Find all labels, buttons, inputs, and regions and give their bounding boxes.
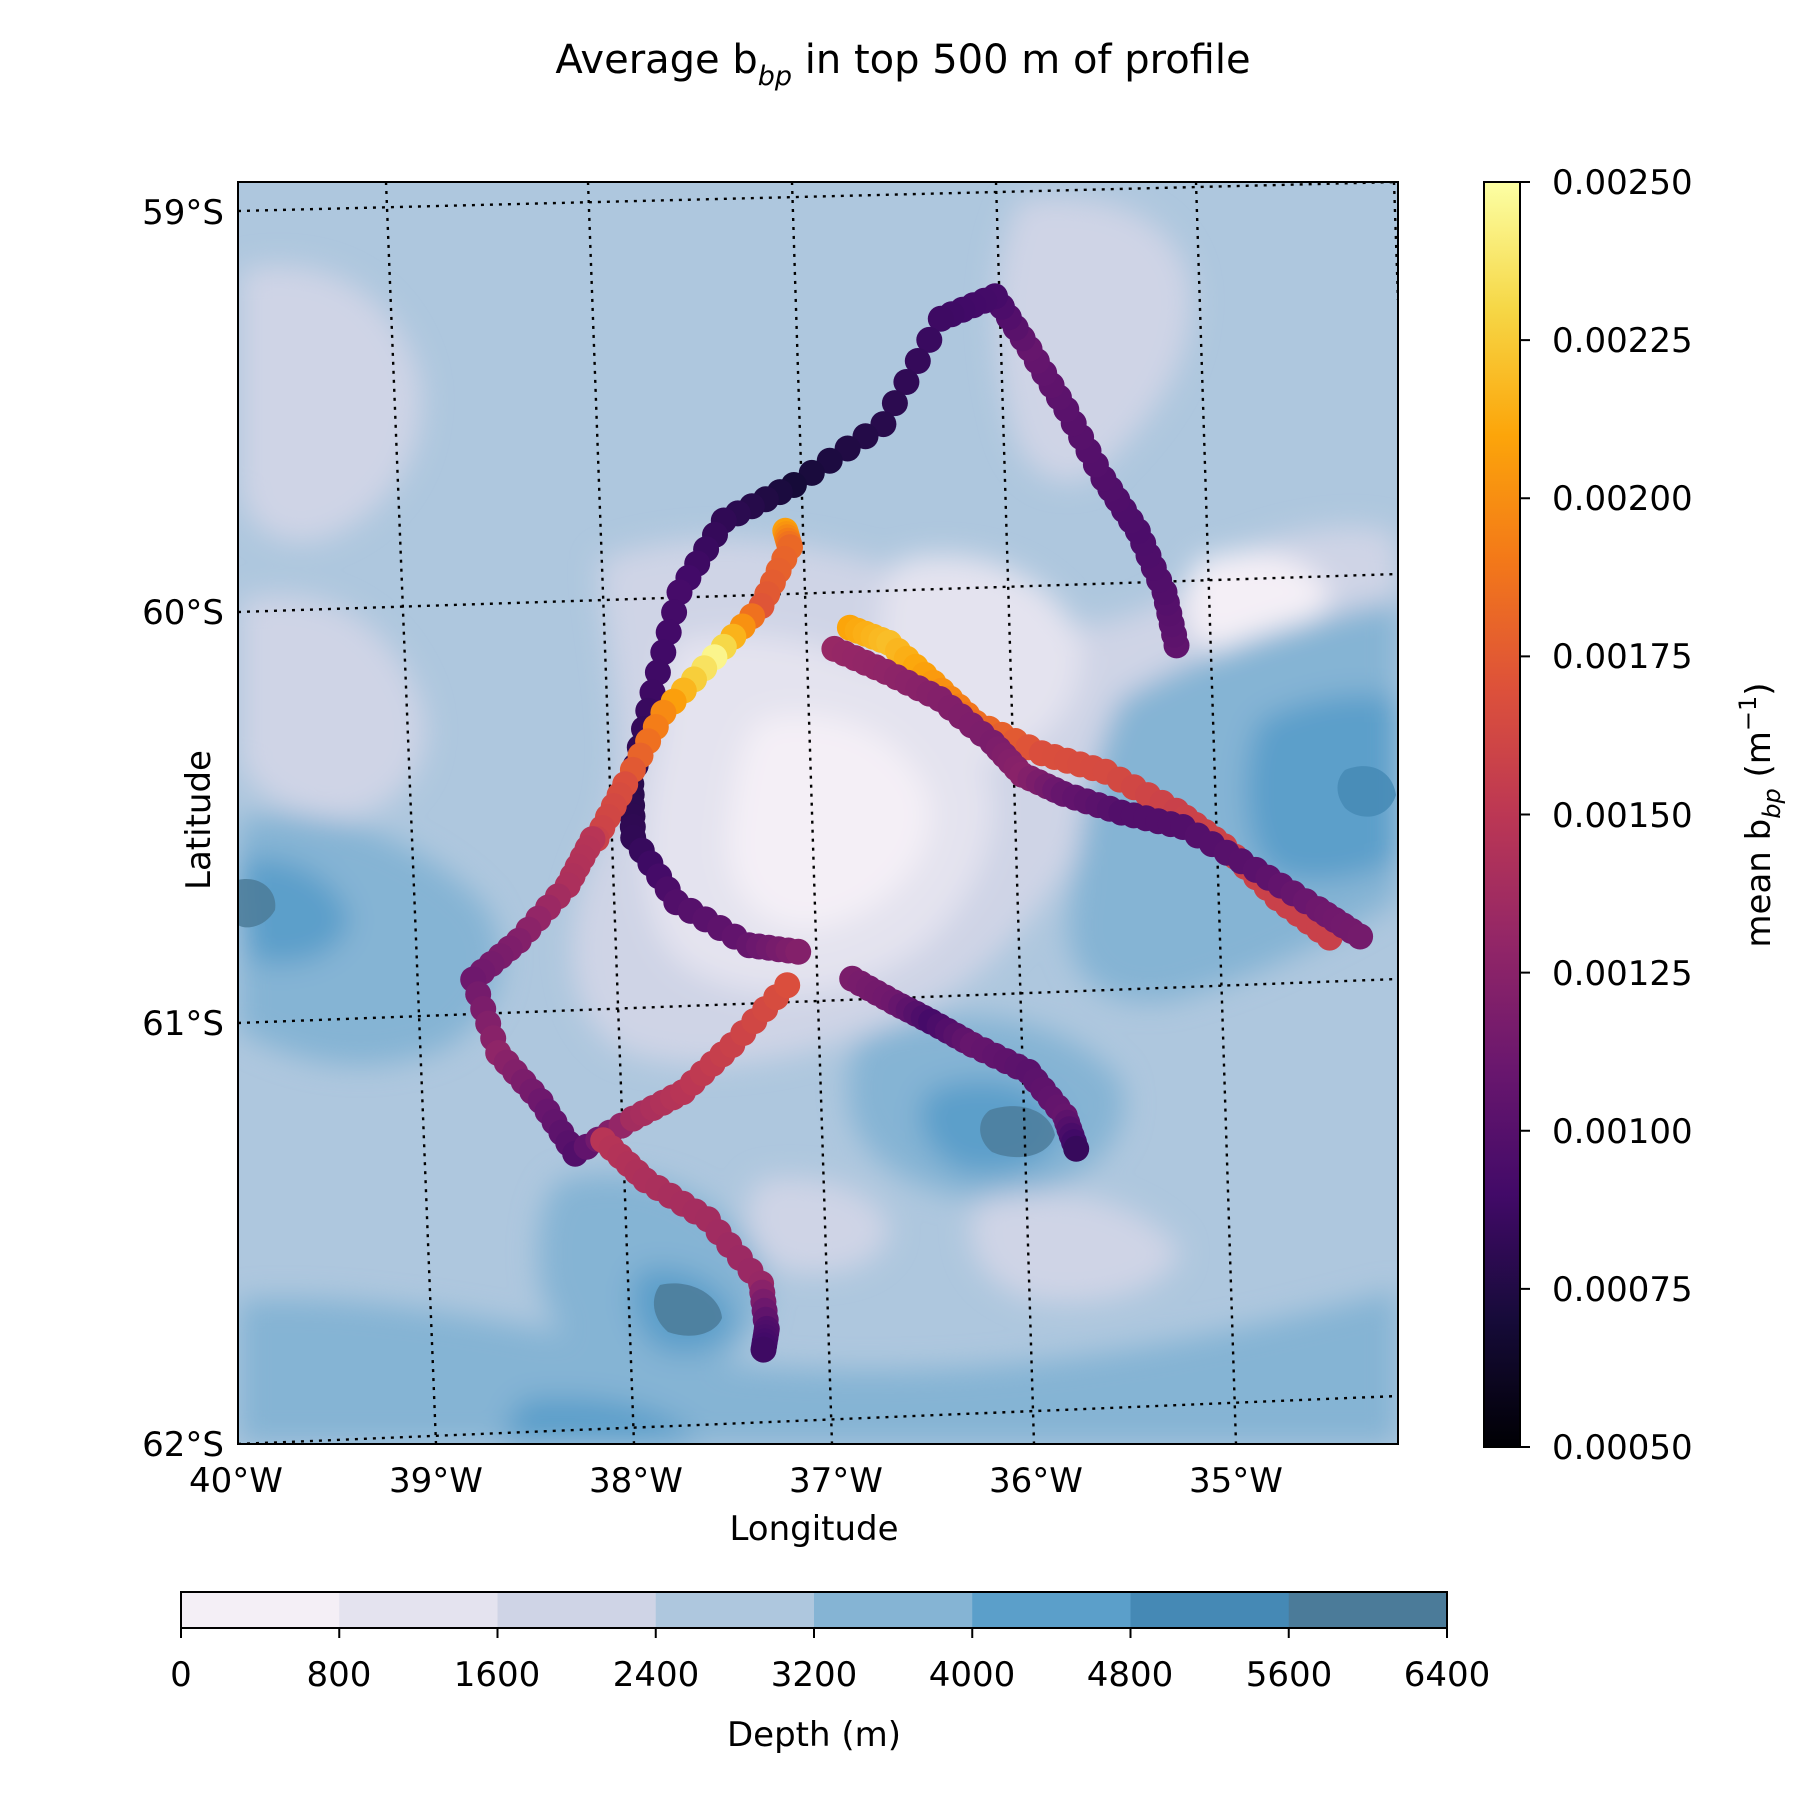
bbp-tick-label: 0.00100	[1552, 1112, 1693, 1152]
depth-colorbar: 0 800 1600 2400 3200 4000 4800 5600 6400…	[170, 1591, 1491, 1755]
bbp-tick-label: 0.00200	[1552, 479, 1693, 519]
bbp-tick-label: 0.00050	[1552, 1428, 1693, 1468]
track-point	[650, 639, 677, 666]
depth-tick-label: 0	[170, 1655, 192, 1695]
track-point	[750, 1336, 777, 1363]
bbp-tick-label: 0.00125	[1552, 954, 1693, 994]
lat-tick-label: 62°S	[142, 1425, 224, 1465]
bbp-tick-label: 0.00250	[1552, 163, 1693, 203]
depth-tick-label: 1600	[454, 1655, 541, 1695]
depth-colorbar-swatch	[181, 1592, 340, 1628]
longitude-tick-labels: 40°W 39°W 38°W 37°W 36°W 35°W	[189, 1461, 1283, 1501]
depth-colorbar-swatch	[814, 1592, 973, 1628]
track-point	[655, 619, 682, 646]
depth-tick-label: 4800	[1087, 1655, 1174, 1695]
bbp-colorbar-gradient	[1483, 181, 1521, 1448]
lon-tick-label: 38°W	[589, 1461, 683, 1501]
bbp-colorbar-label: mean bbp (m−1)	[1734, 682, 1786, 947]
track-point	[927, 305, 954, 332]
bbp-tick-label: 0.00225	[1552, 321, 1693, 361]
track-point	[661, 599, 688, 626]
depth-colorbar-swatch	[1130, 1592, 1290, 1628]
bbp-colorbar: 0.00250 0.00225 0.00200 0.00175 0.00150 …	[1483, 163, 1786, 1468]
bbp-tick-label: 0.00175	[1552, 637, 1693, 677]
track-point	[904, 348, 931, 374]
lon-tick-label: 35°W	[1189, 1461, 1283, 1501]
depth-colorbar-swatch	[1288, 1592, 1448, 1628]
depth-tick-label: 6400	[1404, 1655, 1491, 1695]
latitude-tick-labels: 59°S 60°S 61°S 62°S	[142, 193, 224, 1465]
depth-colorbar-swatch	[339, 1592, 498, 1628]
track-point	[881, 390, 908, 417]
track-point	[1063, 1135, 1090, 1162]
lon-tick-label: 40°W	[189, 1461, 283, 1501]
depth-colorbar-swatch	[655, 1592, 815, 1628]
depth-colorbar-label: Depth (m)	[727, 1715, 901, 1755]
bathymetry-layer	[238, 182, 1398, 1444]
track-point	[666, 579, 693, 606]
lon-tick-label: 36°W	[989, 1461, 1083, 1501]
lat-tick-label: 60°S	[142, 593, 224, 633]
track-point	[785, 938, 812, 965]
lon-tick-label: 37°W	[789, 1461, 883, 1501]
y-axis-label: Latitude	[179, 750, 219, 890]
track-point	[916, 326, 943, 353]
figure-title: Average bbp in top 500 m of profile	[555, 37, 1250, 92]
track-point	[774, 972, 801, 999]
depth-colorbar-swatch	[972, 1592, 1131, 1628]
depth-tick-label: 4000	[929, 1655, 1016, 1695]
depth-tick-label: 3200	[771, 1655, 858, 1695]
depth-tick-label: 5600	[1246, 1655, 1333, 1695]
bbp-tick-label: 0.00075	[1552, 1270, 1693, 1310]
lat-tick-label: 59°S	[142, 193, 224, 233]
track-point	[893, 369, 920, 395]
depth-tick-label: 2400	[613, 1655, 700, 1695]
track-point	[644, 659, 671, 686]
bbp-track-points	[460, 283, 1374, 1363]
map-frame	[237, 181, 1399, 1445]
map-panel	[237, 181, 1399, 1445]
x-axis-label: Longitude	[729, 1509, 898, 1549]
depth-tick-label: 800	[307, 1655, 372, 1695]
title-subscript: bp	[758, 61, 792, 92]
lat-tick-label: 61°S	[142, 1004, 224, 1044]
depth-colorbar-swatch	[497, 1592, 657, 1628]
track-point	[1347, 923, 1374, 950]
lon-tick-label: 39°W	[389, 1461, 483, 1501]
bbp-tick-label: 0.00150	[1552, 796, 1693, 836]
